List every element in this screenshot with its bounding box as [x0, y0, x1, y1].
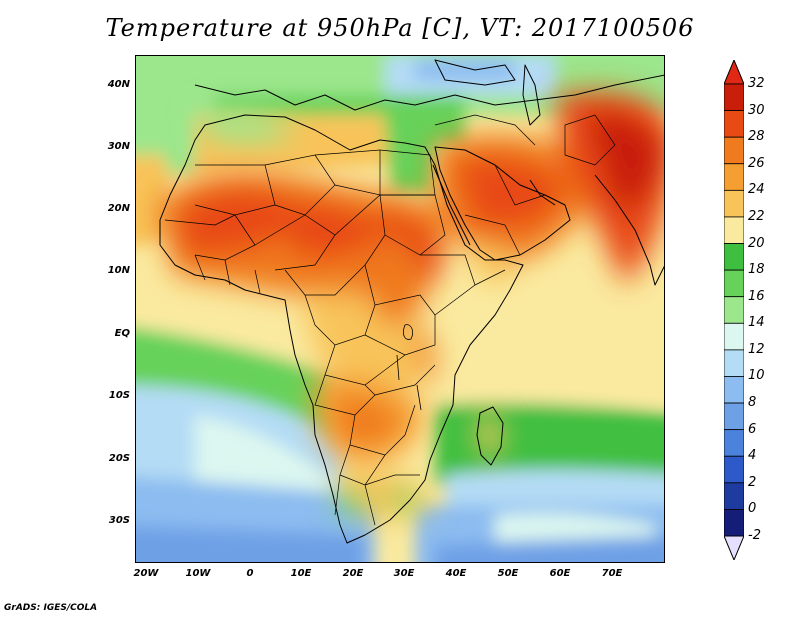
lat-tick-label: 20S	[108, 453, 130, 464]
colorbar-cell	[723, 349, 745, 377]
colorbar-level-label: 6	[748, 421, 757, 437]
colorbar-level-label: 24	[748, 182, 765, 198]
map-title: Temperature at 950hPa [C], VT: 201710050…	[105, 14, 695, 42]
colorbar-level-label: 20	[748, 235, 765, 251]
lon-tick-label: 60E	[549, 568, 571, 579]
colorbar-level-label: 26	[748, 155, 765, 171]
lat-tick-label: EQ	[114, 328, 130, 339]
lon-tick-label: 50E	[497, 568, 519, 579]
lat-tick-label: 10S	[108, 390, 130, 401]
colorbar-cell	[723, 402, 745, 431]
colorbar-level-label: 2	[748, 474, 757, 490]
colorbar-cell	[723, 243, 745, 271]
lon-tick-label: 40E	[445, 568, 467, 579]
lat-tick-label: 30S	[108, 515, 130, 526]
colorbar-cell	[723, 429, 745, 457]
colorbar-cell	[723, 269, 745, 298]
colorbar-level-label: 12	[748, 341, 765, 357]
colorbar-level-label: 8	[748, 395, 757, 411]
lakes	[396, 324, 422, 411]
colorbar-level-label: 30	[748, 102, 765, 118]
lat-tick-label: 30N	[107, 141, 130, 152]
lon-tick-label: 30E	[393, 568, 415, 579]
lon-tick-label: 20W	[133, 568, 159, 579]
colorbar-level-label: -2	[748, 528, 761, 543]
grads-credit: GrADS: IGES/COLA	[4, 603, 98, 613]
colorbar-cell	[723, 296, 745, 324]
colorbar-cell	[723, 110, 745, 138]
colorbar-top-arrow	[723, 58, 745, 85]
temperature-map	[135, 55, 665, 563]
colorbar-cell	[723, 376, 745, 404]
colorbar-cell	[723, 136, 745, 165]
colorbar-bottom-arrow	[723, 535, 745, 562]
lon-tick-label: 10W	[185, 568, 211, 579]
colorbar-cell	[723, 83, 745, 111]
colorbar-level-label: 0	[748, 501, 757, 517]
lon-tick-label: 70E	[601, 568, 623, 579]
colorbar-cell	[723, 163, 745, 191]
colorbar-level-label: 4	[748, 448, 757, 464]
colorbar-level-label: 22	[748, 208, 765, 224]
colorbar-cell	[723, 322, 745, 351]
colorbar-level-label: 18	[748, 262, 765, 278]
lon-tick-label: 20E	[342, 568, 364, 579]
colorbar-level-label: 28	[748, 129, 765, 145]
lon-tick-label: 10E	[290, 568, 312, 579]
colorbar-cell	[723, 216, 745, 244]
colorbar-cell	[723, 509, 745, 537]
colorbar-cell	[723, 189, 745, 218]
lat-tick-label: 20N	[107, 203, 130, 214]
colorbar-level-label: 10	[748, 368, 765, 384]
colorbar-level-label: 16	[748, 288, 765, 304]
colorbar-cell	[723, 455, 745, 484]
lat-tick-label: 10N	[107, 265, 130, 276]
colorbar-level-label: 32	[748, 76, 765, 91]
country-borders	[164, 114, 616, 526]
lon-tick-label: 0	[246, 568, 254, 579]
colorbar	[723, 58, 745, 564]
lat-tick-label: 40N	[107, 79, 130, 90]
colorbar-cell	[723, 482, 745, 510]
colorbar-level-label: 14	[748, 315, 765, 331]
